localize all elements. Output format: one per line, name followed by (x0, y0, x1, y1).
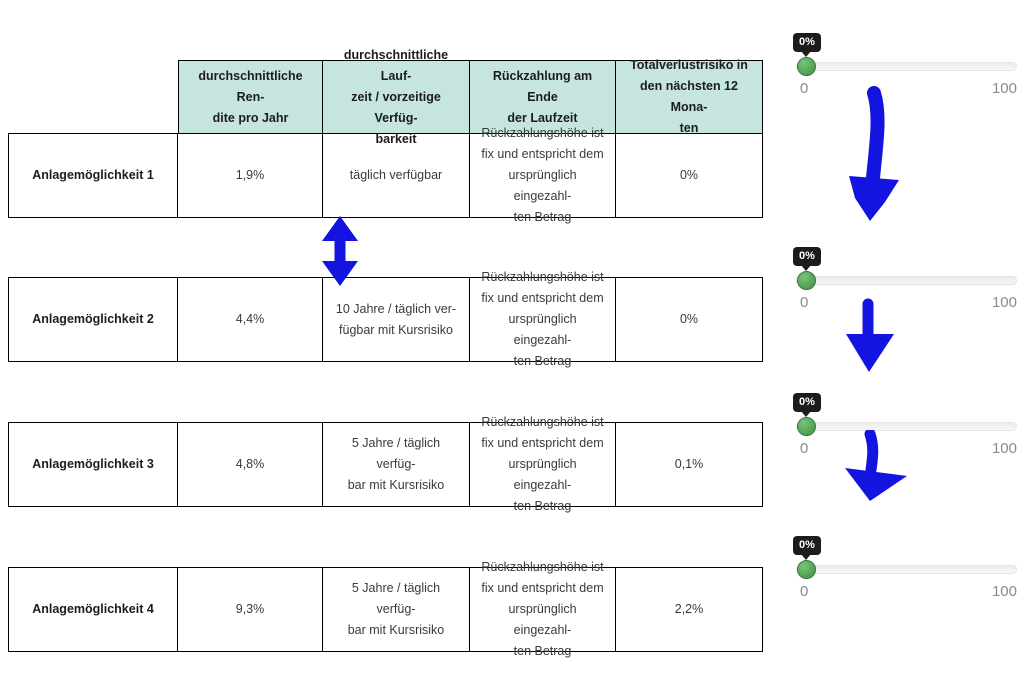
cell-rendite: 4,4% (178, 277, 323, 362)
slider-track[interactable] (796, 560, 1017, 579)
slider-handle[interactable] (797, 271, 816, 290)
cell-laufzeit: täglich verfügbar (323, 133, 470, 218)
slider-track[interactable] (796, 417, 1017, 436)
slider-max-label: 100 (991, 583, 1017, 600)
row-label: Anlagemöglichkeit 1 (8, 133, 178, 218)
cell-risiko: 0% (616, 277, 763, 362)
cell-rueckzahlung: Rückzahlungshöhe ist fix und entspricht … (470, 126, 616, 224)
cell-risiko: 0% (616, 133, 763, 218)
row-label: Anlagemöglichkeit 3 (8, 422, 178, 507)
cell-rendite: 9,3% (178, 567, 323, 652)
slider-value-label: 0% (793, 393, 821, 412)
column-header-rendite: durchschnittliche Ren- dite pro Jahr (178, 60, 323, 133)
slider-value-tooltip: 0% (793, 392, 1017, 417)
double-arrow-annotation-icon (322, 216, 358, 286)
tooltip-pointer-icon (801, 265, 811, 271)
cell-laufzeit: 5 Jahre / täglich verfüg- bar mit Kursri… (323, 422, 470, 507)
table-row: Anlagemöglichkeit 3 4,8% 5 Jahre / tägli… (8, 415, 763, 513)
table-row: Anlagemöglichkeit 1 1,9% täglich verfügb… (8, 126, 763, 224)
slider-value-label: 0% (793, 33, 821, 52)
slider-handle[interactable] (797, 417, 816, 436)
cell-laufzeit: 5 Jahre / täglich verfüg- bar mit Kursri… (323, 567, 470, 652)
slider-max-label: 100 (991, 440, 1017, 457)
slider-track[interactable] (796, 57, 1017, 76)
slider-value-label: 0% (793, 247, 821, 266)
slider-value-tooltip: 0% (793, 535, 1017, 560)
row-label: Anlagemöglichkeit 2 (8, 277, 178, 362)
cell-rueckzahlung: Rückzahlungshöhe ist fix und entspricht … (470, 415, 616, 513)
risk-slider-2: 0% 0 100 (793, 246, 1017, 311)
slider-scale: 0 100 (796, 440, 1017, 457)
slider-min-label: 0 (800, 583, 809, 600)
slider-max-label: 100 (991, 80, 1017, 97)
column-header-totalverlustrisiko: Totalverlustrisiko in den nächsten 12 Mo… (616, 58, 763, 135)
tooltip-pointer-icon (801, 411, 811, 417)
cell-rendite: 4,8% (178, 422, 323, 507)
slider-scale: 0 100 (796, 294, 1017, 311)
cell-rueckzahlung: Rückzahlungshöhe ist fix und entspricht … (470, 560, 616, 658)
slider-value-tooltip: 0% (793, 32, 1017, 57)
table-header-row: durchschnittliche Ren- dite pro Jahr dur… (178, 48, 763, 146)
slider-max-label: 100 (991, 294, 1017, 311)
risk-slider-1: 0% 0 100 (793, 32, 1017, 97)
table-row: Anlagemöglichkeit 2 4,4% 10 Jahre / tägl… (8, 270, 763, 368)
tooltip-pointer-icon (801, 51, 811, 57)
down-arrow-annotation-icon (849, 86, 899, 221)
down-arrow-annotation-icon (846, 298, 894, 372)
slider-min-label: 0 (800, 440, 809, 457)
column-header-rueckzahlung: Rückzahlung am Ende der Laufzeit (470, 60, 616, 133)
row-label: Anlagemöglichkeit 4 (8, 567, 178, 652)
slider-min-label: 0 (800, 80, 809, 97)
cell-rendite: 1,9% (178, 133, 323, 218)
slider-value-tooltip: 0% (793, 246, 1017, 271)
cell-rueckzahlung: Rückzahlungshöhe ist fix und entspricht … (470, 270, 616, 368)
slider-min-label: 0 (800, 294, 809, 311)
table-row: Anlagemöglichkeit 4 9,3% 5 Jahre / tägli… (8, 560, 763, 658)
slider-scale: 0 100 (796, 583, 1017, 600)
risk-slider-4: 0% 0 100 (793, 535, 1017, 600)
cell-laufzeit: 10 Jahre / täglich ver- fügbar mit Kursr… (323, 277, 470, 362)
slider-handle[interactable] (797, 57, 816, 76)
slider-track[interactable] (796, 271, 1017, 290)
risk-slider-3: 0% 0 100 (793, 392, 1017, 457)
column-header-laufzeit: durchschnittliche Lauf- zeit / vorzeitig… (323, 48, 470, 146)
tooltip-pointer-icon (801, 554, 811, 560)
slider-handle[interactable] (797, 560, 816, 579)
cell-risiko: 2,2% (616, 567, 763, 652)
slider-scale: 0 100 (796, 80, 1017, 97)
slider-value-label: 0% (793, 536, 821, 555)
down-arrow-annotation-icon (845, 430, 907, 501)
cell-risiko: 0,1% (616, 422, 763, 507)
